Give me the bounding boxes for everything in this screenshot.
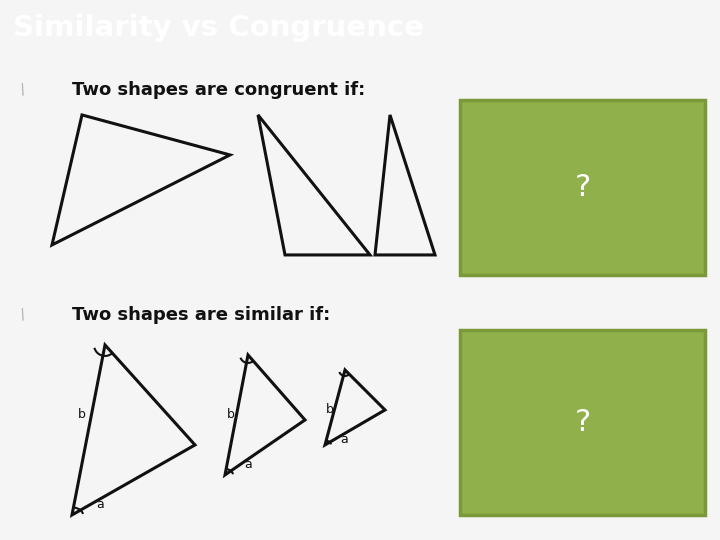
Text: Similarity vs Congruence: Similarity vs Congruence [13, 14, 424, 42]
Text: ?: ? [575, 408, 590, 437]
Text: ?: ? [575, 173, 590, 202]
Text: /: / [17, 308, 27, 322]
Text: a: a [340, 434, 348, 447]
Text: a: a [244, 458, 252, 471]
Text: Two shapes are congruent if:: Two shapes are congruent if: [72, 81, 365, 99]
Text: /: / [17, 83, 27, 97]
Text: Two shapes are similar if:: Two shapes are similar if: [72, 306, 330, 324]
Text: a: a [96, 498, 104, 511]
Bar [460, 330, 705, 515]
Text: b: b [78, 408, 86, 421]
Text: b: b [326, 403, 334, 416]
Bar [460, 100, 705, 275]
Text: b: b [227, 408, 235, 421]
